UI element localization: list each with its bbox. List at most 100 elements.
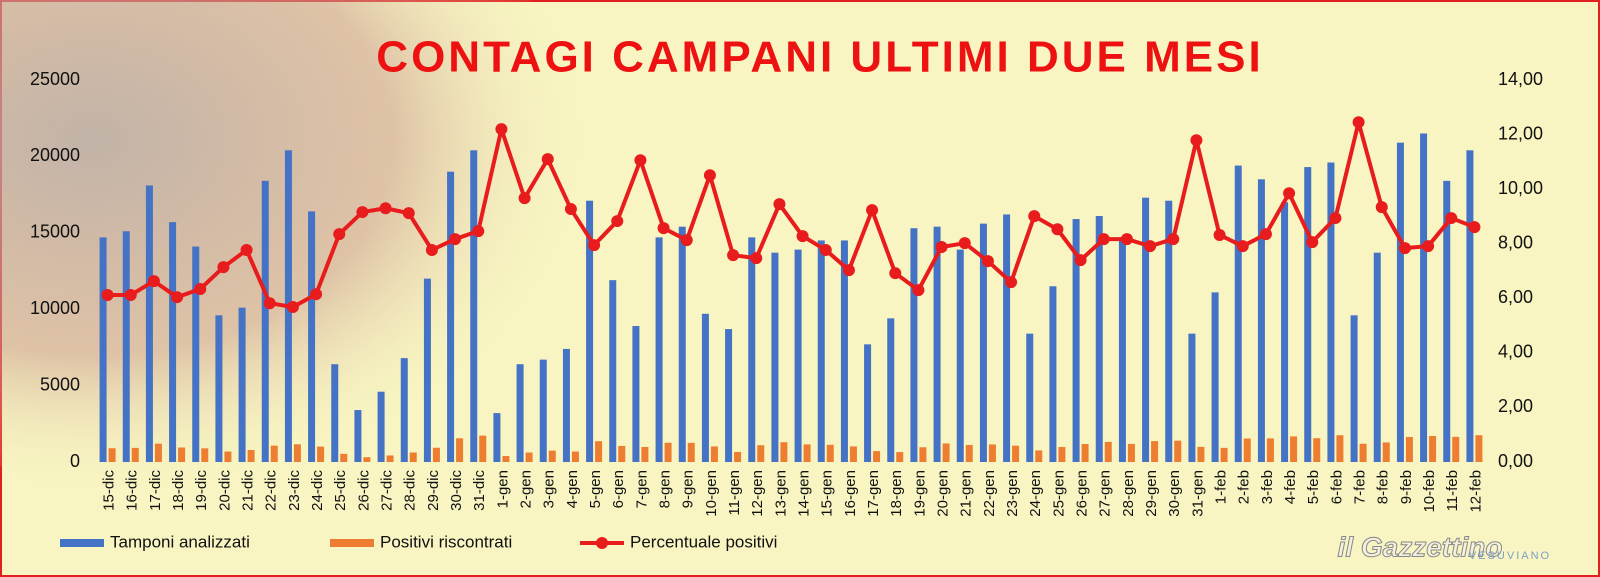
x-tick-label: 28-dic: [402, 470, 419, 511]
x-tick-label: 12-feb: [1467, 470, 1484, 513]
bar: [548, 450, 556, 462]
bar: [261, 180, 269, 462]
bar: [1281, 202, 1289, 463]
bar: [678, 226, 686, 462]
bar: [201, 448, 209, 462]
x-tick-label: 26-dic: [355, 470, 372, 511]
y2-tick-label: 8,00: [1498, 232, 1533, 252]
x-tick-label: 27-gen: [1097, 470, 1114, 517]
line-marker: [518, 192, 531, 205]
bar: [701, 313, 709, 462]
bar: [1243, 438, 1251, 462]
x-tick-label: 27-dic: [379, 470, 396, 511]
y-tick-label: 10000: [30, 298, 80, 318]
bar: [979, 223, 987, 462]
bar: [919, 447, 927, 462]
y-tick-label: 15000: [30, 222, 80, 242]
bar: [864, 344, 872, 462]
bar: [887, 318, 895, 462]
line-marker: [912, 284, 925, 297]
bar: [1429, 436, 1437, 462]
bar: [1466, 150, 1474, 462]
bar: [710, 446, 718, 462]
x-tick-label: 8-feb: [1375, 470, 1392, 504]
bar: [725, 329, 733, 462]
bar: [817, 240, 825, 462]
bar: [1234, 165, 1242, 462]
x-tick-label: 26-gen: [1074, 470, 1091, 517]
line-marker: [889, 267, 902, 280]
x-tick-label: 19-dic: [193, 470, 210, 511]
x-tick-label: 24-gen: [1027, 470, 1044, 517]
x-tick-label: 20-gen: [935, 470, 952, 517]
bar: [99, 237, 107, 462]
legend-swatch: [60, 539, 104, 547]
bar: [942, 443, 950, 462]
bar: [502, 456, 510, 462]
line-marker: [1283, 187, 1296, 200]
x-tick-label: 4-feb: [1282, 470, 1299, 504]
bar: [956, 249, 964, 462]
line-marker: [750, 252, 763, 265]
bar: [1118, 240, 1126, 462]
line-marker: [1236, 240, 1249, 253]
bar: [400, 358, 408, 462]
bar: [1396, 142, 1404, 462]
bar: [377, 391, 385, 462]
bar: [215, 315, 223, 462]
bar: [655, 237, 663, 462]
line-marker: [958, 237, 971, 250]
x-tick-label: 30-dic: [448, 470, 465, 511]
line-marker: [1422, 240, 1435, 253]
bar: [1420, 133, 1428, 463]
x-tick-label: 2-feb: [1236, 470, 1253, 504]
bar: [238, 307, 246, 462]
line-marker: [1352, 116, 1365, 129]
line-marker: [495, 123, 508, 136]
x-tick-label: 23-dic: [286, 470, 303, 511]
x-tick-label: 3-gen: [541, 470, 558, 508]
bar: [595, 441, 603, 462]
bar: [1072, 219, 1080, 462]
bar: [1266, 438, 1274, 462]
line-marker: [1005, 276, 1018, 289]
bar: [386, 455, 394, 462]
bar: [1359, 443, 1367, 462]
x-tick-label: 13-gen: [772, 470, 789, 517]
bar: [1211, 292, 1219, 462]
line-marker: [935, 240, 948, 253]
bar: [849, 446, 857, 462]
x-tick-label: 16-dic: [124, 470, 141, 511]
line-marker: [796, 230, 809, 243]
x-tick-label: 25-dic: [332, 470, 349, 511]
bar: [1174, 440, 1182, 462]
line-marker: [1167, 233, 1180, 246]
x-tick-label: 31-gen: [1189, 470, 1206, 517]
bar: [910, 228, 918, 462]
line-marker: [588, 239, 601, 252]
x-tick-label: 11-gen: [726, 470, 743, 516]
bar: [317, 446, 325, 462]
x-tick-label: 1-feb: [1213, 470, 1230, 504]
x-tick-label: 5-gen: [587, 470, 604, 508]
line-marker: [1329, 212, 1342, 225]
x-tick-label: 30-gen: [1166, 470, 1183, 517]
x-tick-label: 28-gen: [1120, 470, 1137, 517]
x-tick-label: 7-feb: [1352, 470, 1369, 504]
line-marker: [1074, 254, 1087, 267]
line-marker: [101, 289, 114, 302]
watermark-sub: VESUVIANO: [1469, 550, 1551, 562]
x-tick-label: 14-gen: [796, 470, 813, 517]
bar: [456, 438, 464, 462]
bar: [409, 452, 417, 462]
line-marker: [657, 222, 670, 235]
bar: [1095, 215, 1103, 462]
bar: [632, 326, 640, 462]
bar: [154, 443, 162, 462]
bar: [340, 453, 348, 462]
line-marker: [425, 243, 438, 256]
x-tick-label: 29-dic: [425, 470, 442, 511]
line-marker: [402, 207, 415, 220]
bar: [1373, 252, 1381, 462]
x-tick-label: 17-gen: [865, 470, 882, 517]
